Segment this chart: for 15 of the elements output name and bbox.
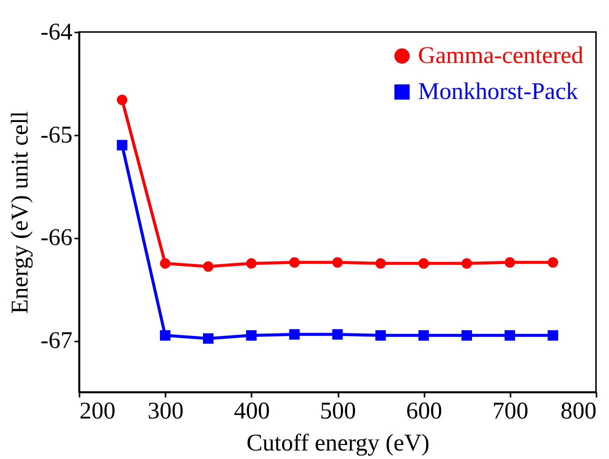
y-axis-title: Energy (eV) unit cell	[8, 110, 34, 314]
x-tick-label: 500	[320, 398, 356, 424]
x-tick-label: 200	[80, 398, 116, 424]
x-tick-label: 700	[492, 398, 528, 424]
y-tick-label: -67	[40, 328, 72, 354]
x-tick-label: 300	[148, 398, 184, 424]
x-tick-label: 400	[234, 398, 270, 424]
legend-label: Monkhorst-Pack	[418, 79, 578, 105]
x-tick-label: 600	[406, 398, 442, 424]
y-tick-label: -66	[40, 225, 72, 252]
legend-label: Gamma-centered	[418, 43, 584, 69]
x-axis-title: Cutoff energy (eV)	[246, 430, 430, 456]
x-tick-label: 800	[560, 398, 596, 424]
y-tick-label: -65	[40, 122, 72, 148]
y-tick-label: -64	[40, 20, 72, 46]
